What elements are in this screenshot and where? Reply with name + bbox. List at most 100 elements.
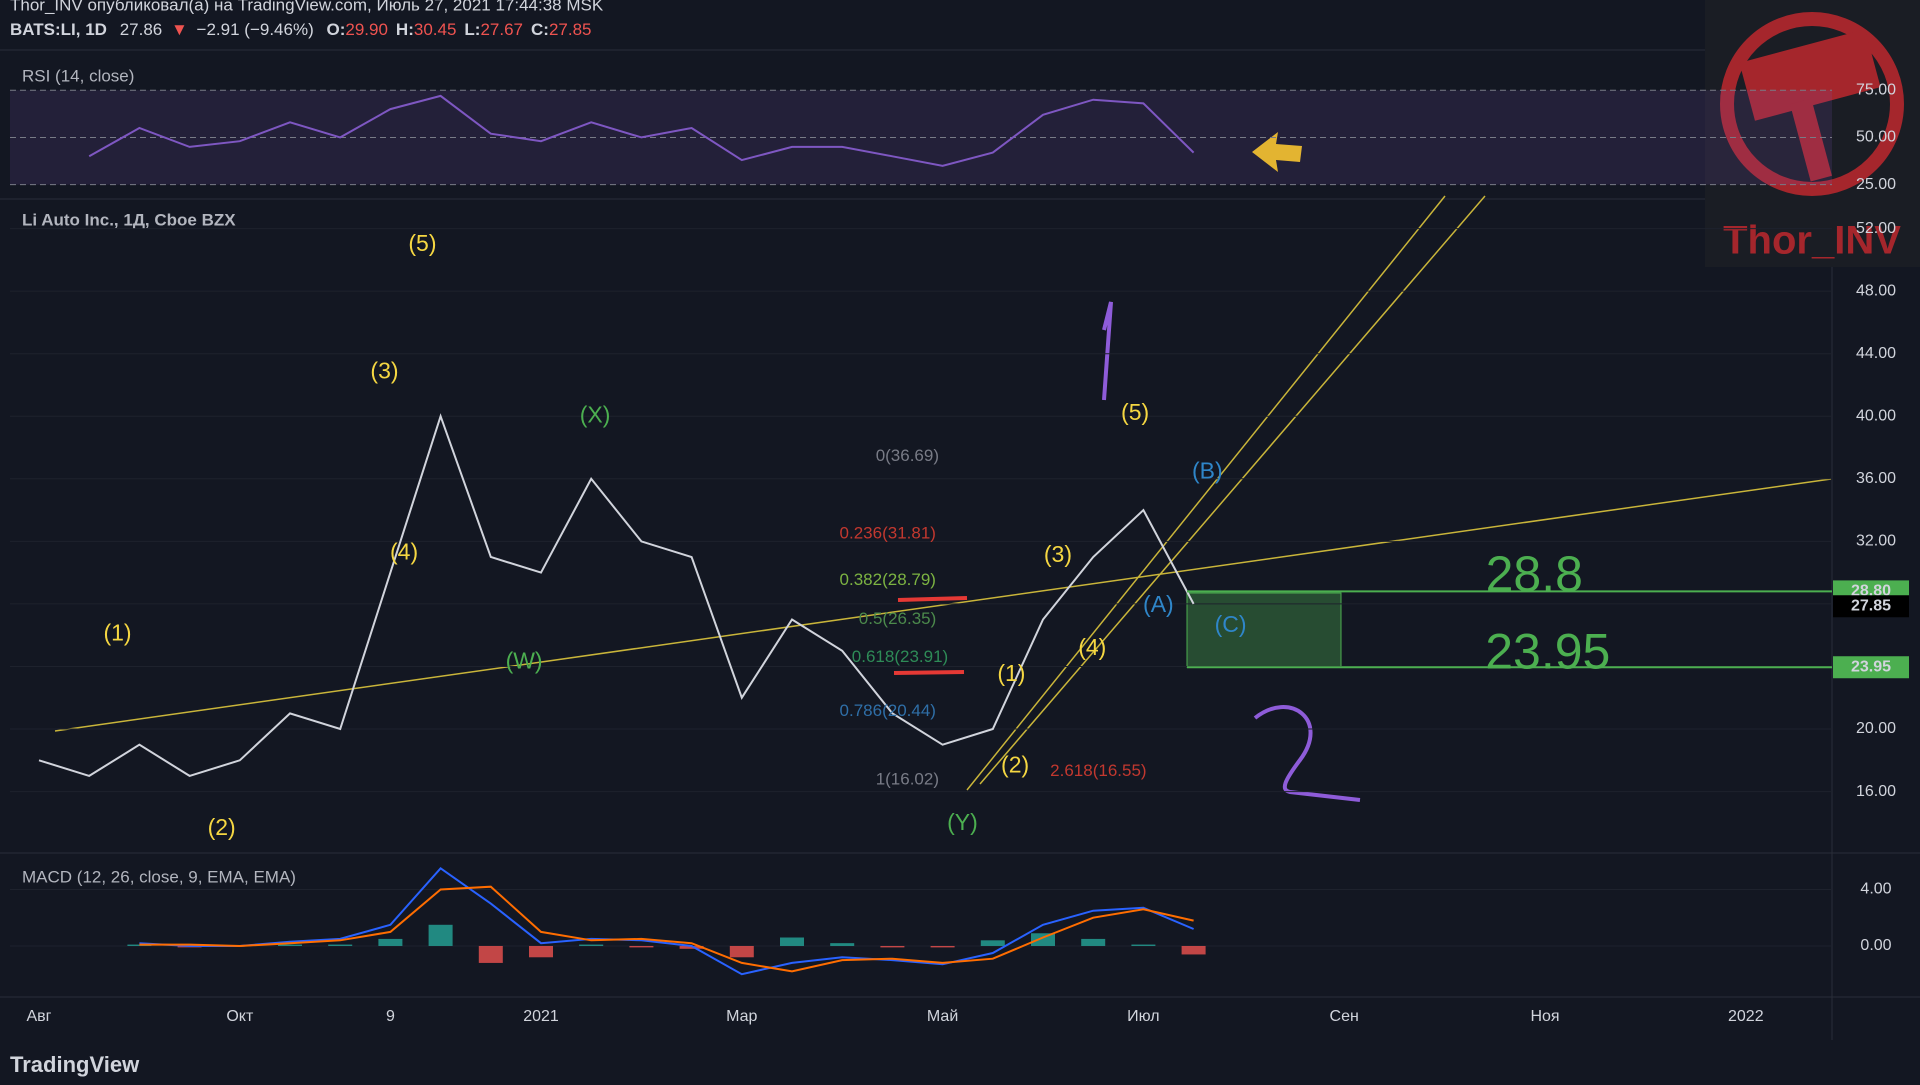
channel-line	[966, 195, 1446, 791]
y-tick-label: 44.00	[1856, 345, 1896, 362]
fib-label: 2.618(16.55)	[1050, 761, 1146, 780]
histogram-bar	[830, 943, 855, 946]
fib-label: 0.5(26.35)	[859, 609, 937, 628]
last-price: 27.86	[120, 20, 163, 39]
hand-drawing	[1102, 301, 1113, 401]
wave-label: (3)	[1044, 541, 1072, 567]
wave-label: (2)	[1001, 752, 1029, 778]
wave-label: (X)	[580, 401, 611, 427]
x-tick-label: 2022	[1728, 1008, 1764, 1025]
wave-label: (A)	[1143, 591, 1174, 617]
histogram-bar	[629, 945, 654, 948]
y-tick-label: 40.00	[1856, 407, 1896, 424]
ohlc-label: H:	[396, 20, 414, 39]
histogram-bar	[478, 945, 503, 963]
wave-label: (5)	[1121, 399, 1149, 425]
y-tick-label: 16.00	[1856, 783, 1896, 800]
wave-label: (4)	[390, 539, 418, 565]
y-tick-label: 36.00	[1856, 470, 1896, 487]
hand-drawing	[897, 596, 968, 602]
data-line	[38, 413, 1195, 777]
target-label: 28.8	[1486, 546, 1583, 602]
target-zone	[1186, 592, 1342, 668]
price-badge	[1833, 595, 1909, 618]
wave-label: (1)	[103, 619, 131, 645]
x-tick-label: Июл	[1127, 1008, 1159, 1025]
watermark: Thor_INV	[1705, 0, 1920, 267]
wave-label: (3)	[370, 357, 398, 383]
trend-line	[54, 478, 1832, 732]
histogram-bar	[880, 945, 905, 948]
channel-line	[979, 195, 1486, 785]
publisher: Thor_INV опубликовал(а) на TradingView.c…	[10, 0, 604, 14]
histogram-bar	[1081, 938, 1106, 946]
histogram-bar	[930, 945, 955, 948]
x-tick-label: Сен	[1330, 1008, 1359, 1025]
y-tick-label: 20.00	[1856, 720, 1896, 737]
histogram-bar	[679, 945, 704, 949]
histogram-bar	[1131, 944, 1156, 946]
histogram-bar	[729, 945, 754, 958]
footer-logo: TradingView	[10, 1052, 140, 1077]
ohlc-label: L:	[464, 20, 480, 39]
wave-label: (C)	[1215, 611, 1247, 637]
x-tick-label: Ноя	[1530, 1008, 1559, 1025]
ohlc-value: 27.67	[480, 20, 523, 39]
x-tick-label: Окт	[226, 1008, 254, 1025]
fib-label: 0(36.69)	[876, 446, 939, 465]
histogram-bar	[378, 938, 403, 946]
y-tick-label: 0.00	[1860, 937, 1891, 954]
price-badge	[1833, 656, 1909, 679]
histogram-bar	[1181, 945, 1206, 955]
fib-label: 1(16.02)	[876, 769, 939, 788]
wave-label: (Y)	[947, 809, 978, 835]
wave-label: (1)	[997, 660, 1025, 686]
change-arrow: ▼	[171, 20, 188, 39]
histogram-bar	[780, 937, 804, 946]
histogram-bar	[328, 944, 353, 946]
panel-title: MACD (12, 26, close, 9, EMA, EMA)	[22, 867, 296, 886]
ohlc-label: O:	[326, 20, 345, 39]
logo-hammer	[1739, 29, 1881, 121]
x-tick-label: Май	[927, 1008, 958, 1025]
wave-label: (2)	[208, 814, 236, 840]
symbol: BATS:LI, 1D	[10, 20, 107, 39]
y-tick-label: 50.00	[1856, 129, 1896, 146]
y-tick-label: 48.00	[1856, 282, 1896, 299]
price-badge-label: 23.95	[1851, 658, 1891, 675]
data-line	[139, 885, 1194, 973]
histogram-bar	[1031, 933, 1055, 946]
x-tick-label: 9	[386, 1008, 395, 1025]
ohlc-value: 29.90	[345, 20, 388, 39]
y-tick-label: 75.00	[1856, 81, 1896, 98]
wave-label: (5)	[408, 230, 436, 256]
arrow	[1252, 132, 1302, 172]
ohlc-value: 27.85	[549, 20, 592, 39]
y-tick-label: 32.00	[1856, 533, 1896, 550]
ticker-line: BATS:LI, 1D 27.86 ▼ −2.91 (−9.46%) O:29.…	[10, 20, 592, 39]
histogram-bar	[579, 944, 604, 946]
change: −2.91 (−9.46%)	[197, 20, 314, 39]
y-tick-label: 52.00	[1856, 220, 1896, 237]
data-line	[88, 94, 1195, 167]
panel-title: RSI (14, close)	[22, 66, 134, 85]
wave-label: (W)	[506, 648, 543, 674]
ohlc-label: C:	[531, 20, 549, 39]
wave-label: (B)	[1192, 458, 1223, 484]
x-tick-label: Авг	[26, 1008, 51, 1025]
x-tick-label: 2021	[523, 1008, 559, 1025]
fib-label: 0.786(20.44)	[840, 701, 936, 720]
price-badge-label: 27.85	[1851, 597, 1891, 614]
wave-label: (4)	[1078, 634, 1106, 660]
histogram-bar	[529, 945, 553, 958]
logo-handle	[1790, 98, 1832, 182]
y-tick-label: 25.00	[1856, 176, 1896, 193]
fib-label: 0.236(31.81)	[840, 523, 936, 542]
histogram-bar	[428, 924, 453, 946]
x-tick-label: Мар	[726, 1008, 757, 1025]
panel-title: Li Auto Inc., 1Д, Cboe BZX	[22, 210, 236, 229]
data-line	[139, 866, 1194, 976]
